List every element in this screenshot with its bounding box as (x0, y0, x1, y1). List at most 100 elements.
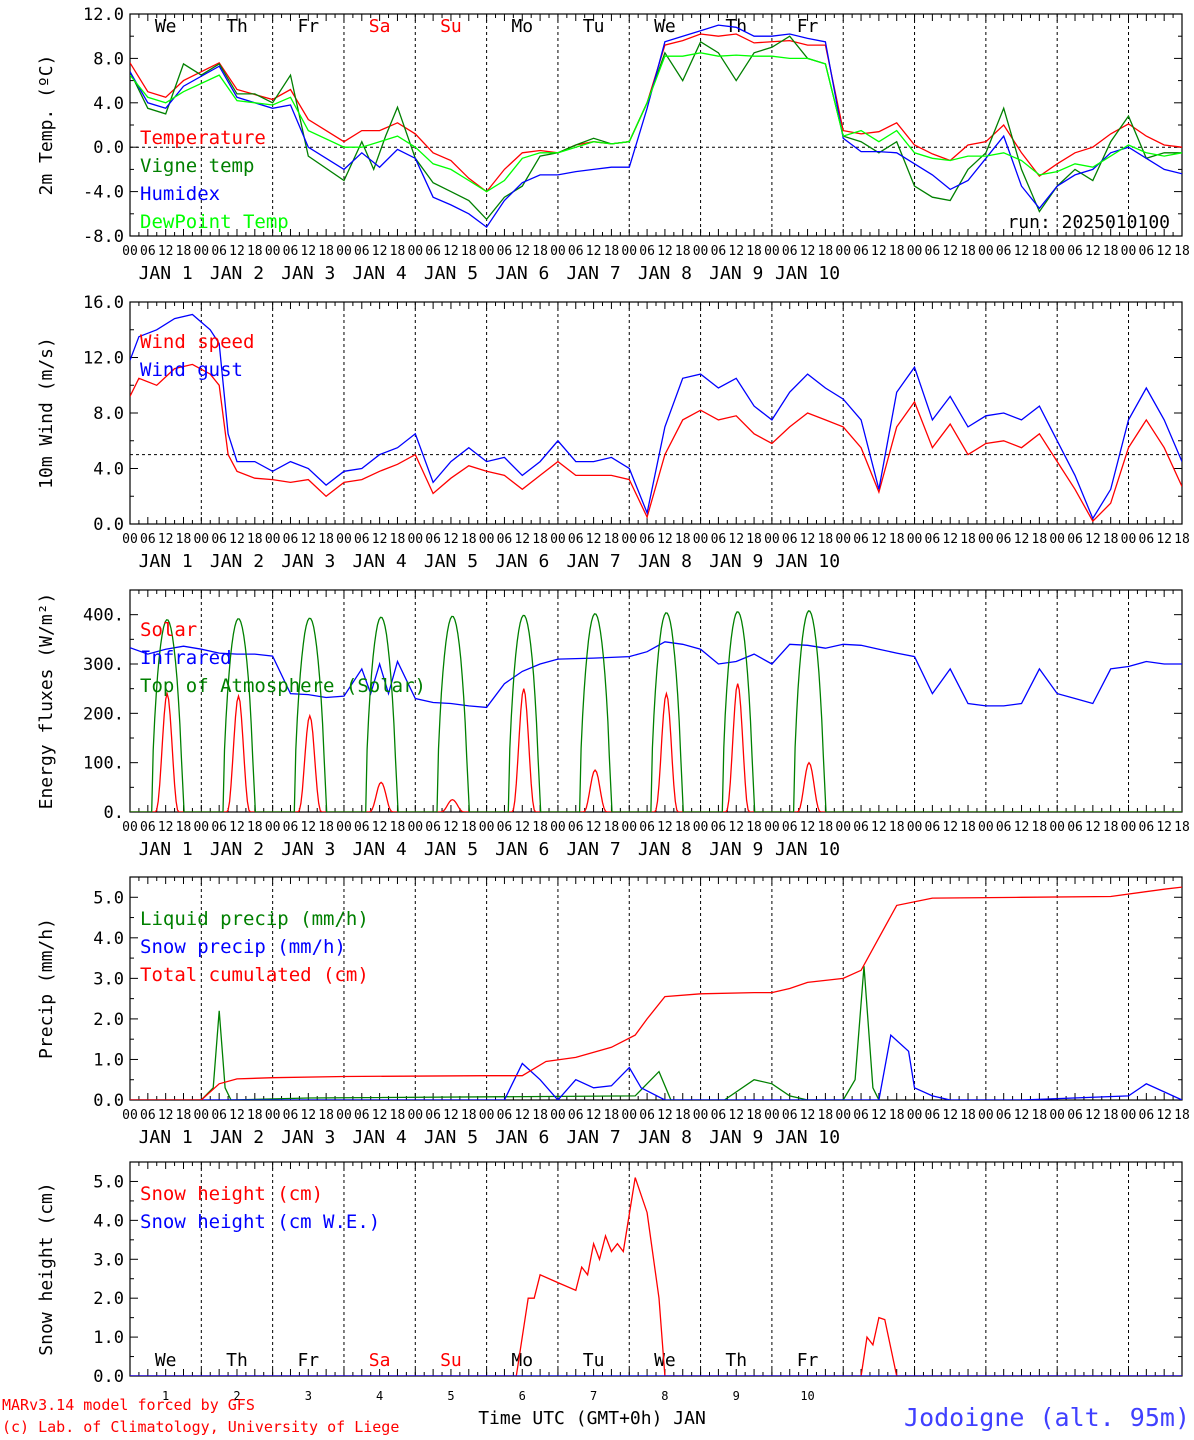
hour-tick-label: 18 (1174, 1108, 1190, 1123)
hour-tick-label: 12 (1014, 820, 1030, 835)
weekday-label: Fr (297, 1350, 319, 1371)
hour-tick-label: 00 (1121, 532, 1137, 547)
series-line (130, 33, 1182, 193)
panel-5: 5.0 4.0 3.0 2.0 1.0 0.0 Snow height (cm) 1 2 3 4 5 6… (36, 1161, 1183, 1403)
hour-tick-label: 06 (1067, 1108, 1083, 1123)
hour-tick-label: 06 (925, 820, 941, 835)
hour-tick-label: 00 (978, 244, 994, 259)
y-tick-label: 12.0 (83, 5, 124, 25)
hour-tick-label: 18 (746, 244, 762, 259)
hour-tick-label: 06 (497, 244, 513, 259)
hour-tick-label: 12 (1085, 820, 1101, 835)
hour-tick-label: 00 (693, 1108, 709, 1123)
hour-tick-label: 18 (390, 820, 406, 835)
hour-tick-label: 12 (586, 244, 602, 259)
hour-tick-label: 00 (764, 1108, 780, 1123)
y-tick-label: 0.0 (93, 138, 124, 158)
hour-tick-label: 12 (443, 532, 459, 547)
y-axis-title: 2m Temp. (ºC) (36, 55, 57, 196)
y-tick-label: 4.0 (93, 460, 124, 480)
hour-tick-label: 00 (693, 244, 709, 259)
hour-tick-label: 12 (158, 1108, 174, 1123)
day-label: JAN 4 (353, 263, 407, 284)
hour-tick-label: 18 (960, 532, 976, 547)
hour-tick-label: 00 (1121, 820, 1137, 835)
series-line (130, 313, 1182, 520)
hour-tick-label: 18 (461, 244, 477, 259)
hour-tick-label: 00 (122, 244, 138, 259)
hour-tick-label: 06 (1067, 532, 1083, 547)
hour-tick-label: 18 (889, 244, 905, 259)
x-axis-title: Time UTC (GMT+0h) JAN (478, 1408, 706, 1429)
y-tick-label: 0.0 (93, 1091, 124, 1111)
hour-tick-label: 18 (1103, 532, 1119, 547)
y-tick-label: 4.0 (93, 94, 124, 114)
hour-tick-label: 00 (265, 1108, 281, 1123)
hour-tick-label: 18 (604, 1108, 620, 1123)
hour-tick-label: 18 (390, 532, 406, 547)
hour-tick-label: 06 (925, 244, 941, 259)
series-line (130, 1177, 1182, 1376)
hour-tick-label: 06 (425, 1108, 441, 1123)
series-line (130, 52, 1182, 193)
series-line (130, 966, 880, 1100)
hour-tick-label: 06 (568, 244, 584, 259)
hour-tick-label: 12 (514, 532, 530, 547)
series-group (130, 24, 1182, 229)
y-tick-label: 16.0 (83, 293, 124, 313)
hour-tick-label: 12 (800, 820, 816, 835)
run-annotation: run: 2025010100 (1007, 212, 1170, 233)
station-label: Jodoigne (alt. 95m) (904, 1403, 1190, 1432)
series-line (130, 610, 1182, 812)
hour-tick-label: 18 (1103, 820, 1119, 835)
series-line (130, 1033, 1182, 1100)
panel-1: 12.08.04.00.0-4.0-8.02m Temp. (ºC)00 06 12… (36, 5, 1190, 284)
model-credit: MARv3.14 model forced by GFS (2, 1396, 255, 1414)
hour-tick-label: 00 (693, 532, 709, 547)
hour-tick-label: 06 (140, 1108, 156, 1123)
hour-tick-label: 12 (1156, 532, 1172, 547)
hour-tick-label: 06 (782, 532, 798, 547)
hour-tick-label: 18 (390, 244, 406, 259)
y-tick-label: 0.0 (93, 515, 124, 535)
hour-tick-label: 06 (996, 244, 1012, 259)
hour-tick-label: 00 (907, 820, 923, 835)
hour-tick-label: 12 (158, 532, 174, 547)
hour-tick-label: 00 (479, 532, 495, 547)
day-label: JAN 8 (638, 263, 692, 284)
hour-tick-label: 18 (889, 820, 905, 835)
legend-entry: Wind speed (140, 331, 254, 353)
hour-tick-label: 06 (354, 244, 370, 259)
hour-tick-label: 18 (247, 820, 263, 835)
hour-tick-label: 06 (782, 1108, 798, 1123)
hour-tick-label: 00 (193, 244, 209, 259)
y-axis-title: Precip (mm/h) (36, 918, 57, 1059)
hour-tick-label: 12 (586, 532, 602, 547)
day-label: JAN 3 (281, 263, 335, 284)
hour-tick-label: 12 (942, 1108, 958, 1123)
day-label: JAN 5 (424, 263, 478, 284)
hour-tick-label: 00 (1049, 532, 1065, 547)
hour-tick-label: 18 (604, 532, 620, 547)
hour-tick-label: 12 (158, 244, 174, 259)
hour-tick-label: 00 (835, 820, 851, 835)
day-label: JAN 1 (139, 839, 193, 860)
hour-tick-label: 18 (889, 532, 905, 547)
hour-tick-label: 06 (853, 820, 869, 835)
hour-tick-label: 00 (407, 1108, 423, 1123)
hour-tick-label: 12 (1014, 244, 1030, 259)
hour-tick-label: 00 (265, 244, 281, 259)
panels: 12.08.04.00.0-4.0-8.02m Temp. (ºC)00 06 12… (36, 5, 1190, 1403)
y-tick-label: -8.0 (83, 227, 124, 247)
hour-tick-label: 12 (871, 532, 887, 547)
hour-tick-label: 06 (497, 532, 513, 547)
hour-tick-label: 12 (657, 532, 673, 547)
hour-tick-label: 18 (461, 532, 477, 547)
hour-tick-label: 12 (942, 532, 958, 547)
day-label: JAN 3 (281, 1127, 335, 1148)
hour-tick-label: 12 (728, 820, 744, 835)
hour-tick-label: 18 (675, 244, 691, 259)
y-tick-label: 2.0 (93, 1289, 124, 1309)
day-label: JAN 7 (566, 1127, 620, 1148)
hour-tick-label: 18 (1032, 820, 1048, 835)
